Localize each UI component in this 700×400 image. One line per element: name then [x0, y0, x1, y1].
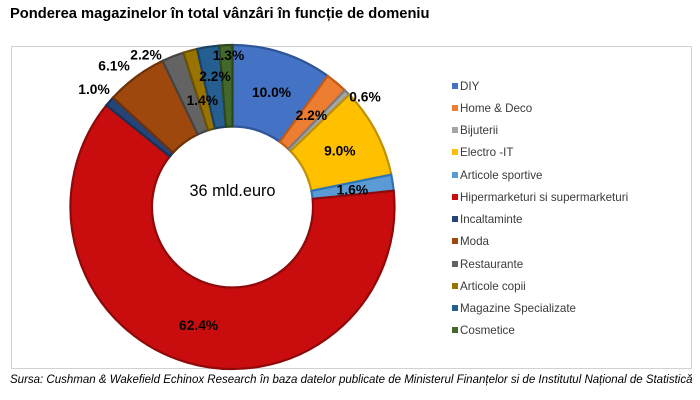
svg-text:6.1%: 6.1% [98, 59, 129, 74]
svg-text:2.2%: 2.2% [199, 69, 230, 84]
svg-text:2.2%: 2.2% [130, 48, 161, 63]
svg-text:9.0%: 9.0% [324, 143, 355, 158]
svg-text:62.4%: 62.4% [179, 318, 218, 333]
svg-text:1.0%: 1.0% [78, 82, 109, 97]
svg-text:2.2%: 2.2% [296, 108, 327, 123]
svg-text:1.6%: 1.6% [337, 183, 368, 198]
svg-text:1.4%: 1.4% [187, 93, 218, 108]
svg-text:0.6%: 0.6% [349, 90, 380, 105]
svg-text:10.0%: 10.0% [252, 85, 291, 100]
svg-text:1.3%: 1.3% [213, 48, 244, 63]
